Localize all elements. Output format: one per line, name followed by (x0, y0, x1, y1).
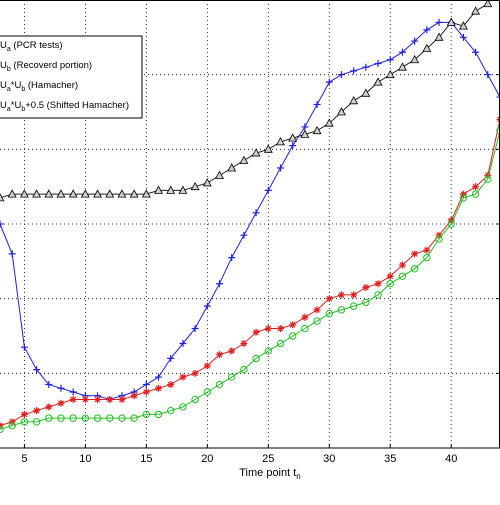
x-axis-label-subscript: n (296, 472, 300, 481)
data-point (82, 396, 89, 403)
legend: Ua (PCR tests)Ub (Recoverd portion)Ua*Ub… (0, 36, 142, 118)
x-tick-label: 15 (140, 453, 152, 465)
data-point (399, 262, 406, 269)
data-point (155, 385, 162, 392)
data-point (228, 347, 235, 354)
x-tick-label: 25 (262, 453, 274, 465)
x-axis-label-text: Time point t (239, 467, 296, 479)
data-point (265, 325, 272, 332)
legend-text-part: *U (11, 100, 22, 111)
data-point (423, 247, 430, 254)
data-point (277, 325, 284, 332)
data-point (314, 306, 321, 313)
data-point (375, 280, 382, 287)
data-point (143, 389, 150, 396)
data-point (289, 321, 296, 328)
data-point (387, 273, 394, 280)
data-point (94, 396, 101, 403)
data-point (216, 351, 223, 358)
data-point (253, 329, 260, 336)
x-tick-label: 20 (201, 453, 213, 465)
data-point (70, 396, 77, 403)
legend-text-part: +0.5 (Shifted Hamacher) (25, 100, 129, 111)
legend-text-part: (Hamacher) (25, 80, 78, 91)
data-point (179, 374, 186, 381)
data-point (411, 250, 418, 257)
data-point (326, 295, 333, 302)
data-point (472, 183, 479, 190)
data-point (350, 291, 357, 298)
data-point (167, 381, 174, 388)
data-point (131, 392, 138, 399)
data-point (240, 340, 247, 347)
data-point (192, 370, 199, 377)
data-point (301, 314, 308, 321)
data-point (33, 407, 40, 414)
data-point (21, 411, 28, 418)
data-point (362, 284, 369, 291)
legend-text-part: (PCR tests) (11, 40, 63, 51)
x-tick-label: 30 (323, 453, 335, 465)
legend-text-part: (Recoverd portion) (11, 60, 92, 71)
x-tick-label: 10 (79, 453, 91, 465)
x-tick-label: 5 (21, 453, 27, 465)
data-point (57, 400, 64, 407)
data-point (118, 396, 125, 403)
x-tick-label: 35 (384, 453, 396, 465)
legend-text-part: *U (11, 80, 22, 91)
x-axis-label: Time point tn (239, 467, 301, 481)
x-tick-label: 40 (445, 453, 457, 465)
data-point (106, 396, 113, 403)
data-point (338, 291, 345, 298)
data-point (45, 403, 52, 410)
data-point (204, 362, 211, 369)
